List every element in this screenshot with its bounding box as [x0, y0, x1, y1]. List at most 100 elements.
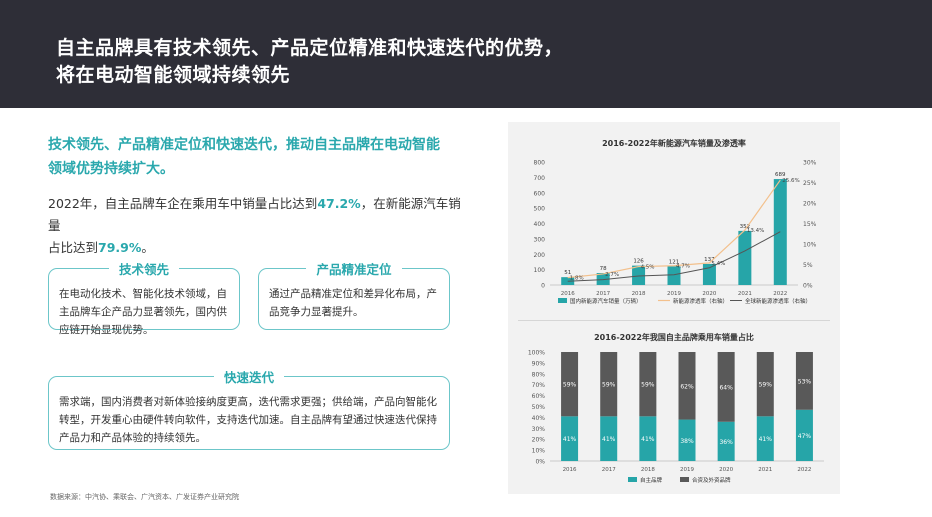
bar-foreign-brand	[717, 352, 735, 422]
lead-line1: 技术领先、产品精准定位和快速迭代，推动自主品牌在电动智能	[48, 137, 440, 153]
domestic-penetration-line	[567, 179, 781, 279]
x-tick-label: 2020	[702, 291, 716, 297]
bar-value-label: 59%	[759, 382, 773, 389]
bar-value-label: 41%	[759, 436, 773, 443]
bar-value-label: 126	[633, 259, 644, 265]
bar	[702, 263, 716, 285]
bar	[596, 273, 610, 285]
card-tech-lead-line: 在电动化技术、智能化技术领域，自	[59, 288, 227, 300]
legend-label: 国内新能源汽车销量（万辆）	[570, 297, 642, 305]
legend-label: 新能源渗透率（右轴）	[673, 297, 728, 305]
bar-foreign-brand	[756, 352, 774, 417]
bar-domestic-brand	[756, 416, 774, 461]
y-tick-label: 80%	[532, 371, 546, 378]
bar-domestic-brand	[717, 421, 735, 461]
card-fast-iteration-line: 产品力和产品体验的持续领先。	[59, 432, 206, 444]
x-tick-label: 2019	[680, 467, 694, 473]
chart-title: 2016-2022年我国自主品牌乘用车销量占比	[594, 332, 754, 342]
bar-value-label: 352	[740, 224, 751, 230]
card-fast-iteration-title: 快速迭代	[213, 370, 284, 385]
page-title-line1: 自主品牌具有技术领先、产品定位精准和快速迭代的优势，	[56, 37, 564, 59]
y2-tick-label: 10%	[803, 242, 817, 249]
bar-foreign-brand	[678, 352, 696, 420]
bar-value-label: 689	[775, 172, 786, 178]
bar-value-label: 59%	[641, 382, 655, 389]
y-tick-label: 700	[534, 175, 546, 182]
y2-tick-label: 15%	[803, 221, 817, 228]
y-tick-label: 100%	[528, 350, 545, 357]
header-banner: 自主品牌具有技术领先、产品定位精准和快速迭代的优势， 将在电动智能领域持续领先	[0, 0, 932, 108]
penetration-label: 1.8%	[570, 276, 584, 282]
lead-line2: 领域优势持续扩大。	[48, 161, 174, 177]
card-fast-iteration-line: 转型，开发重心由硬件转向软件，支持迭代加速。自主品牌有望通过快速迭代保持	[59, 414, 437, 426]
x-tick-label: 2018	[641, 467, 655, 473]
x-tick-label: 2018	[632, 291, 646, 297]
x-tick-label: 2022	[773, 291, 787, 297]
bar-foreign-brand	[600, 352, 618, 417]
body-line2-post: 。	[141, 240, 154, 255]
bar-foreign-brand	[561, 352, 579, 417]
bar-value-label: 41%	[641, 436, 655, 443]
y2-tick-label: 5%	[803, 262, 813, 269]
card-tech-lead-title: 技术领先	[108, 262, 179, 277]
legend-label: 全球新能源渗透率（右轴）	[745, 297, 811, 305]
x-tick-label: 2016	[561, 291, 575, 297]
y-tick-label: 200	[534, 252, 546, 259]
y-tick-label: 10%	[532, 448, 546, 455]
penetration-label: 4.5%	[641, 265, 655, 271]
card-product-positioning-line: 品竞争力显著提升。	[269, 306, 364, 318]
penetration-label: 5.4%	[711, 261, 725, 267]
bar-value-label: 41%	[602, 436, 616, 443]
y-tick-label: 60%	[532, 393, 546, 400]
y-tick-label: 300	[534, 236, 546, 243]
y-tick-label: 50%	[532, 404, 546, 411]
y2-tick-label: 20%	[803, 201, 817, 208]
bar-value-label: 47%	[798, 433, 812, 440]
y-tick-label: 400	[534, 221, 546, 228]
body-line1-post: ，在新能源汽车销量	[48, 196, 461, 233]
x-tick-label: 2021	[738, 291, 752, 297]
bar-domestic-brand	[561, 416, 579, 461]
card-tech-lead-line: 应链开始显现优势。	[59, 324, 154, 336]
bar-value-label: 59%	[602, 382, 616, 389]
chart-panel: 2016-2022年新能源汽车销量及渗透率 0 100 200 300 400 500 600…	[508, 122, 840, 494]
card-fast-iteration-line: 需求端，国内消费者对新体验接纳度更高，迭代需求更强；供给端，产品向智能化	[59, 396, 437, 408]
lead-text: 技术领先、产品精准定位和快速迭代，推动自主品牌在电动智能 领域优势持续扩大。	[48, 133, 468, 181]
data-source-note: 数据来源：中汽协、乘联会、广汽资本、广发证券产业研究院	[50, 493, 239, 501]
bar-value-label: 51	[564, 270, 571, 276]
legend-swatch-foreign	[680, 477, 689, 482]
x-tick-label: 2017	[602, 467, 616, 473]
y-tick-label: 70%	[532, 382, 546, 389]
chart-title: 2016-2022年新能源汽车销量及渗透率	[602, 138, 746, 148]
x-tick-label: 2022	[797, 467, 811, 473]
body-text: 2022年，自主品牌车企在乘用车中销量占比达到47.2%，在新能源汽车销量 占比…	[48, 193, 468, 259]
bar-value-label: 62%	[680, 383, 694, 390]
y-tick-label: 800	[534, 160, 546, 167]
bar-foreign-brand	[639, 352, 657, 417]
y-tick-label: 30%	[532, 426, 546, 433]
body-highlight-share: 47.2%	[317, 196, 361, 211]
bar	[667, 266, 681, 285]
card-tech-lead: 技术领先 在电动化技术、智能化技术领域，自 主品牌车企产品力显著领先，国内供 应…	[48, 262, 240, 336]
y-tick-label: 100	[534, 267, 546, 274]
bar-value-label: 38%	[680, 438, 694, 445]
bar-domestic-brand	[678, 419, 696, 461]
card-product-positioning: 产品精准定位 通过产品精准定位和差异化布局，产 品竞争力显著提升。	[258, 262, 450, 330]
y2-tick-label: 30%	[803, 160, 817, 167]
penetration-label: 25.6%	[782, 178, 799, 184]
global-penetration-line	[567, 231, 781, 282]
bar-value-label: 137	[704, 257, 715, 263]
penetration-label: 4.7%	[676, 264, 690, 270]
legend-label: 自主品牌	[640, 476, 663, 484]
legend-swatch-sales	[558, 298, 567, 303]
bar	[738, 230, 752, 285]
x-tick-label: 2017	[596, 291, 610, 297]
y2-tick-label: 0%	[803, 283, 813, 290]
card-tech-lead-line: 主品牌车企产品力显著领先，国内供	[59, 306, 227, 318]
body-line1: 2022年，自主品牌车企在乘用车中销量占比达到47.2%，在新能源汽车销量	[48, 193, 468, 237]
penetration-label: 13.4%	[747, 228, 764, 234]
card-fast-iteration: 快速迭代 需求端，国内消费者对新体验接纳度更高，迭代需求更强；供给端，产品向智能…	[48, 370, 450, 450]
body-line2-pre: 占比达到	[48, 240, 99, 255]
bar-value-label: 121	[669, 259, 680, 265]
x-tick-label: 2020	[719, 467, 733, 473]
